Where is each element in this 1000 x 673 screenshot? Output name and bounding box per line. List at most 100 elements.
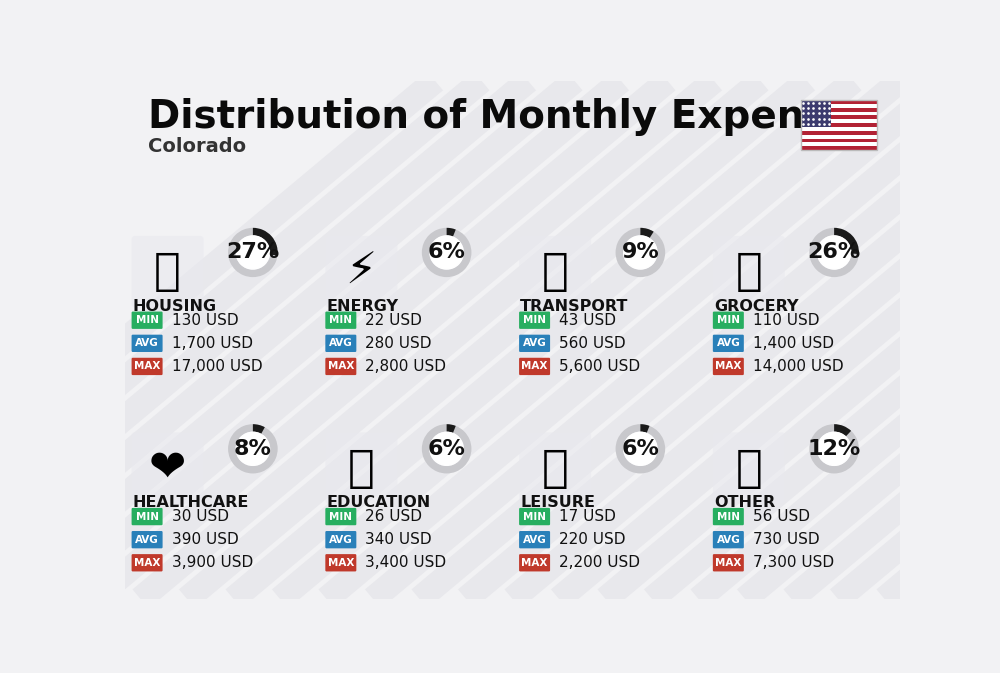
FancyBboxPatch shape <box>713 531 744 548</box>
Circle shape <box>430 236 463 269</box>
FancyBboxPatch shape <box>132 312 163 329</box>
Text: MAX: MAX <box>134 558 160 568</box>
Text: MIN: MIN <box>329 511 352 522</box>
Text: AVG: AVG <box>135 534 159 544</box>
FancyBboxPatch shape <box>325 358 356 375</box>
FancyBboxPatch shape <box>801 108 877 112</box>
Text: MAX: MAX <box>521 361 548 371</box>
Text: 1,700 USD: 1,700 USD <box>172 336 252 351</box>
Text: ⚡: ⚡ <box>346 250 377 293</box>
Text: 43 USD: 43 USD <box>559 313 616 328</box>
Text: 56 USD: 56 USD <box>753 509 810 524</box>
Text: MAX: MAX <box>521 558 548 568</box>
Text: 2,200 USD: 2,200 USD <box>559 555 640 570</box>
Text: MAX: MAX <box>328 361 354 371</box>
Text: OTHER: OTHER <box>714 495 775 510</box>
FancyBboxPatch shape <box>519 334 550 352</box>
FancyBboxPatch shape <box>713 312 744 329</box>
Circle shape <box>818 236 851 269</box>
FancyBboxPatch shape <box>519 432 591 504</box>
FancyBboxPatch shape <box>325 312 356 329</box>
Text: 6%: 6% <box>428 242 466 262</box>
Text: MIN: MIN <box>717 511 740 522</box>
Circle shape <box>624 432 657 465</box>
Text: 8%: 8% <box>234 439 272 459</box>
Text: Distribution of Monthly Expenses: Distribution of Monthly Expenses <box>148 98 877 137</box>
FancyBboxPatch shape <box>801 115 877 119</box>
Text: GROCERY: GROCERY <box>714 299 798 314</box>
FancyBboxPatch shape <box>325 432 397 504</box>
FancyBboxPatch shape <box>801 139 877 143</box>
Text: AVG: AVG <box>716 534 740 544</box>
Text: AVG: AVG <box>716 339 740 349</box>
Text: 🛍: 🛍 <box>542 447 568 489</box>
FancyBboxPatch shape <box>132 432 204 504</box>
Text: 9%: 9% <box>622 242 659 262</box>
Text: MIN: MIN <box>136 511 159 522</box>
FancyBboxPatch shape <box>325 531 356 548</box>
Text: MAX: MAX <box>328 558 354 568</box>
Text: MAX: MAX <box>715 361 742 371</box>
Circle shape <box>624 236 657 269</box>
Wedge shape <box>253 228 278 256</box>
FancyBboxPatch shape <box>325 554 356 571</box>
FancyBboxPatch shape <box>325 508 356 525</box>
Text: 7,300 USD: 7,300 USD <box>753 555 834 570</box>
Text: 🏢: 🏢 <box>154 250 181 293</box>
Text: 3,900 USD: 3,900 USD <box>172 555 253 570</box>
Text: 5,600 USD: 5,600 USD <box>559 359 640 374</box>
FancyBboxPatch shape <box>801 123 877 127</box>
Wedge shape <box>228 424 278 474</box>
FancyBboxPatch shape <box>801 100 877 104</box>
FancyBboxPatch shape <box>132 531 163 548</box>
Text: 17,000 USD: 17,000 USD <box>172 359 262 374</box>
Text: 1,400 USD: 1,400 USD <box>753 336 834 351</box>
Text: AVG: AVG <box>135 339 159 349</box>
FancyBboxPatch shape <box>519 554 550 571</box>
Text: MIN: MIN <box>136 315 159 325</box>
Text: MIN: MIN <box>523 315 546 325</box>
Text: ❤: ❤ <box>149 447 186 489</box>
Text: TRANSPORT: TRANSPORT <box>520 299 629 314</box>
FancyBboxPatch shape <box>801 119 877 123</box>
Wedge shape <box>422 228 471 277</box>
FancyBboxPatch shape <box>519 531 550 548</box>
Text: 30 USD: 30 USD <box>172 509 228 524</box>
Text: 390 USD: 390 USD <box>172 532 238 547</box>
FancyBboxPatch shape <box>713 554 744 571</box>
FancyBboxPatch shape <box>325 334 356 352</box>
Text: 💰: 💰 <box>735 447 762 489</box>
Wedge shape <box>253 424 265 433</box>
Text: Colorado: Colorado <box>148 137 246 156</box>
FancyBboxPatch shape <box>132 358 163 375</box>
Text: LEISURE: LEISURE <box>520 495 595 510</box>
Wedge shape <box>616 424 665 474</box>
FancyBboxPatch shape <box>713 508 744 525</box>
Text: 220 USD: 220 USD <box>559 532 626 547</box>
Text: AVG: AVG <box>523 339 546 349</box>
Wedge shape <box>834 228 859 254</box>
Circle shape <box>236 236 269 269</box>
Text: 17 USD: 17 USD <box>559 509 616 524</box>
Text: 26%: 26% <box>808 242 861 262</box>
FancyBboxPatch shape <box>132 236 204 308</box>
Text: 730 USD: 730 USD <box>753 532 819 547</box>
Wedge shape <box>422 424 471 474</box>
FancyBboxPatch shape <box>325 236 397 308</box>
Text: 3,400 USD: 3,400 USD <box>365 555 446 570</box>
FancyBboxPatch shape <box>713 358 744 375</box>
Wedge shape <box>834 424 851 436</box>
Text: 27%: 27% <box>226 242 280 262</box>
FancyBboxPatch shape <box>519 312 550 329</box>
Text: HEALTHCARE: HEALTHCARE <box>133 495 249 510</box>
FancyBboxPatch shape <box>801 100 831 127</box>
Text: 6%: 6% <box>621 439 659 459</box>
FancyBboxPatch shape <box>801 135 877 139</box>
FancyBboxPatch shape <box>713 236 785 308</box>
Text: MIN: MIN <box>329 315 352 325</box>
Text: ENERGY: ENERGY <box>326 299 398 314</box>
FancyBboxPatch shape <box>801 143 877 146</box>
Wedge shape <box>447 424 456 433</box>
Text: MAX: MAX <box>134 361 160 371</box>
Wedge shape <box>809 424 859 474</box>
